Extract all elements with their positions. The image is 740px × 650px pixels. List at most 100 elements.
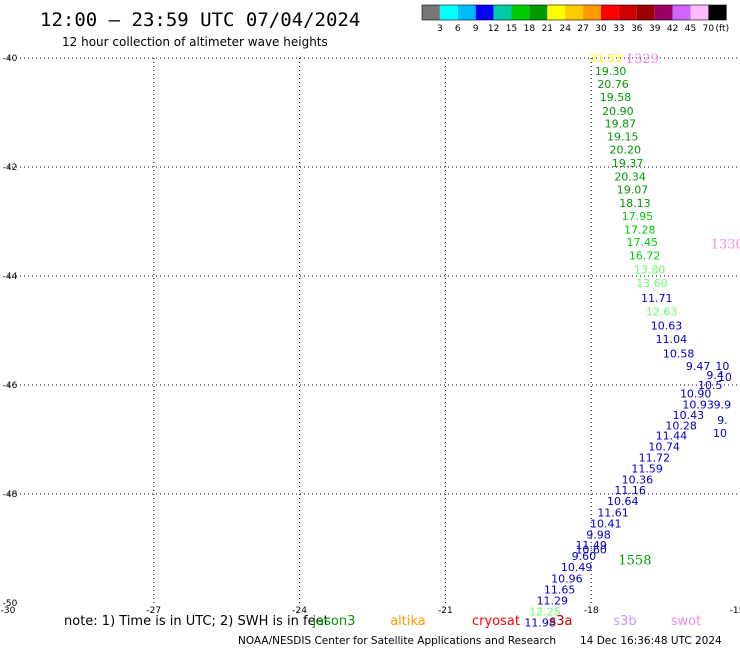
- colorbar-swatch: [547, 5, 566, 20]
- latitude-tick-label: -44: [3, 272, 18, 282]
- colorbar-label: 18: [524, 24, 536, 34]
- wave-height-value: 12.63: [646, 305, 678, 318]
- longitude-tick-label: -24: [292, 606, 307, 616]
- wave-height-value: 20.34: [614, 170, 646, 183]
- wave-height-value: 10.5: [698, 379, 723, 392]
- wave-height-value: 20.76: [597, 78, 629, 91]
- credit-text: NOAA/NESDIS Center for Satellite Applica…: [238, 635, 556, 647]
- latitude-tick-label: -50: [3, 599, 18, 609]
- satellite-legend-swot: swot: [671, 614, 701, 629]
- colorbar-label: 30: [595, 24, 607, 34]
- wave-height-value: 10.90: [680, 388, 712, 401]
- wave-height-value: 20.90: [602, 105, 634, 118]
- pass-time-label: 1330: [711, 237, 740, 252]
- colorbar-swatch: [493, 5, 512, 20]
- wave-height-value: 11.59: [631, 462, 663, 475]
- colorbar-label: 70: [703, 24, 715, 34]
- colorbar-swatch: [565, 5, 584, 20]
- colorbar-label: 6: [455, 24, 461, 34]
- pass-time-label: 1558: [618, 553, 651, 568]
- satellite-legend-jason3: jason3: [312, 614, 356, 629]
- wave-height-observations: 21.5319.3020.7619.5820.9019.8719.1520.20…: [524, 52, 731, 630]
- wave-height-value: 9.9: [714, 399, 732, 412]
- colorbar-swatch: [583, 5, 601, 20]
- colorbar-label: 45: [685, 24, 696, 34]
- wave-height-value: 19.30: [595, 65, 627, 78]
- wave-height-value: 11.44: [656, 430, 688, 443]
- wave-height-value: 10.58: [663, 347, 695, 360]
- wave-height-value: 10.41: [590, 517, 622, 530]
- colorbar-swatch: [511, 5, 530, 20]
- satellite-legend: jason3 altika cryosat s3a s3b swot: [312, 614, 702, 629]
- wave-height-value: 10: [718, 371, 732, 384]
- wave-height-value: 17.45: [626, 236, 658, 249]
- wave-height-value: 11.04: [656, 333, 688, 346]
- satellite-legend-s3a: s3a: [549, 614, 572, 629]
- colorbar-swatch: [672, 5, 691, 20]
- wave-height-value: 10.28: [665, 419, 697, 432]
- wave-height-value: 19.15: [607, 130, 639, 143]
- wave-height-value: 17.28: [624, 224, 656, 237]
- note-text: note: 1) Time is in UTC; 2) SWH is in fe…: [64, 614, 329, 629]
- wave-height-value: 9.4: [706, 369, 724, 382]
- colorbar-label: 21: [542, 24, 553, 34]
- satellite-legend-s3b: s3b: [613, 614, 636, 629]
- colorbar-swatch: [654, 5, 673, 20]
- wave-height-value: 10: [715, 360, 729, 373]
- longitude-tick-label: -15: [730, 606, 740, 616]
- wave-height-value: 10.63: [651, 320, 683, 333]
- colorbar-swatch: [529, 5, 548, 20]
- colorbar-label: 42: [667, 24, 678, 34]
- map-subtitle: 12 hour collection of altimeter wave hei…: [62, 35, 328, 49]
- colorbar-swatch: [690, 5, 709, 20]
- wave-height-value: 10.36: [622, 473, 654, 486]
- colorbar-swatch: [708, 5, 727, 20]
- colorbar-label: 9: [473, 24, 479, 34]
- satellite-legend-altika: altika: [390, 614, 426, 629]
- wave-height-value: 10.43: [673, 409, 705, 422]
- colorbar-label: 33: [613, 24, 624, 34]
- colorbar-swatch: [457, 5, 476, 20]
- pass-time-labels: 1329 1330 1558: [618, 52, 740, 568]
- wave-height-value: 9.47: [686, 360, 711, 373]
- wave-height-value: 11.29: [537, 594, 569, 607]
- colorbar-swatch: [439, 5, 458, 20]
- wave-height-value: 20.20: [609, 144, 641, 157]
- wave-height-value: 11.98: [524, 617, 556, 630]
- pass-time-label: 1329: [626, 52, 659, 67]
- wave-height-value: 13.60: [636, 277, 668, 290]
- wave-height-value: 11.16: [614, 484, 646, 497]
- wave-height-value: 10.74: [648, 441, 680, 454]
- wave-height-value: 18.13: [619, 197, 651, 210]
- colorbar-label: 39: [649, 24, 661, 34]
- colorbar-label: 12: [488, 24, 499, 34]
- colorbar-label: 3: [437, 24, 443, 34]
- wave-height-value: 11.72: [639, 451, 671, 464]
- longitude-tick-label: -30: [1, 606, 16, 616]
- longitude-tick-label: -21: [438, 606, 453, 616]
- wave-height-value: 10.60: [575, 544, 607, 557]
- footer: note: 1) Time is in UTC; 2) SWH is in fe…: [64, 614, 722, 647]
- colorbar-swatch: [636, 5, 655, 20]
- wave-height-value: 21.53: [590, 52, 622, 65]
- wave-height-value: 11.65: [544, 583, 576, 596]
- wave-height-value: 19.87: [605, 117, 637, 130]
- wave-height-value: 9.: [717, 414, 728, 427]
- wave-height-value: 10.64: [607, 495, 639, 508]
- wave-height-value: 17.95: [622, 210, 654, 223]
- colorbar-swatch: [475, 5, 494, 20]
- colorbar-label: 36: [631, 24, 643, 34]
- wave-height-value: 9.98: [586, 528, 611, 541]
- wave-height-value: 19.58: [600, 91, 632, 104]
- wave-height-value: 10.93: [682, 399, 714, 412]
- colorbar-swatch: [601, 5, 619, 20]
- wave-height-value: 19.07: [617, 183, 649, 196]
- axis-tick-labels: -30 -27 -24 -21 -18 -15 -40 -42 -44 -46 -48 -50: [1, 54, 740, 616]
- colorbar-label: 15: [506, 24, 517, 34]
- wave-height-value: 13.80: [634, 263, 666, 276]
- wave-height-value: 16.72: [629, 249, 661, 262]
- wave-height-value: 9.60: [572, 550, 597, 563]
- colorbar-label: (ft): [716, 24, 730, 34]
- wave-height-value: 10: [713, 427, 727, 440]
